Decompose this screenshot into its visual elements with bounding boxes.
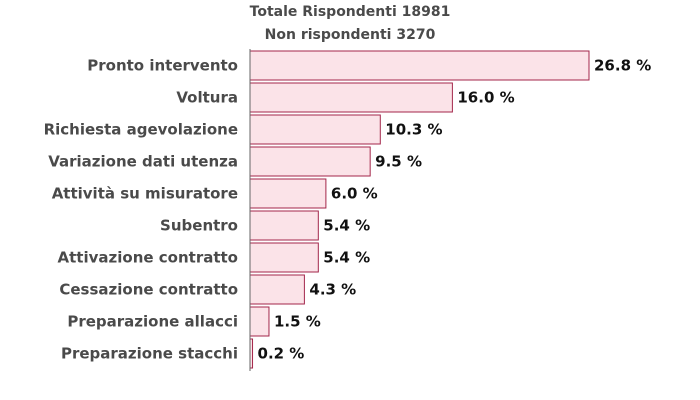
bar: [249, 82, 453, 113]
value-label: 0.2 %: [258, 345, 305, 363]
bar: [249, 274, 305, 305]
value-label: 9.5 %: [375, 153, 422, 171]
value-label: 4.3 %: [309, 281, 356, 299]
chart-title: Totale Rispondenti 18981: [249, 4, 451, 20]
category-label: Richiesta agevolazione: [44, 121, 238, 139]
value-label: 26.8 %: [594, 57, 651, 75]
category-label: Voltura: [176, 89, 238, 107]
value-label: 1.5 %: [274, 313, 321, 331]
bar: [249, 210, 319, 241]
bar: [249, 242, 319, 273]
bar: [249, 306, 270, 337]
value-label: 16.0 %: [457, 89, 514, 107]
chart-subtitle: Non rispondenti 3270: [264, 27, 436, 43]
category-label: Variazione dati utenza: [48, 153, 238, 171]
category-label: Preparazione stacchi: [61, 345, 238, 363]
bar: [249, 50, 590, 81]
value-label: 6.0 %: [331, 185, 378, 203]
category-label: Subentro: [160, 217, 238, 235]
category-label: Cessazione contratto: [59, 281, 238, 299]
category-label: Attività su misuratore: [52, 185, 238, 203]
category-label: Pronto intervento: [87, 57, 238, 75]
bar: [249, 178, 327, 209]
bar: [249, 146, 371, 177]
value-label: 10.3 %: [385, 121, 442, 139]
value-label: 5.4 %: [323, 217, 370, 235]
bar: [249, 114, 381, 145]
category-label: Attivazione contratto: [58, 249, 238, 267]
category-label: Preparazione allacci: [67, 313, 238, 331]
value-label: 5.4 %: [323, 249, 370, 267]
